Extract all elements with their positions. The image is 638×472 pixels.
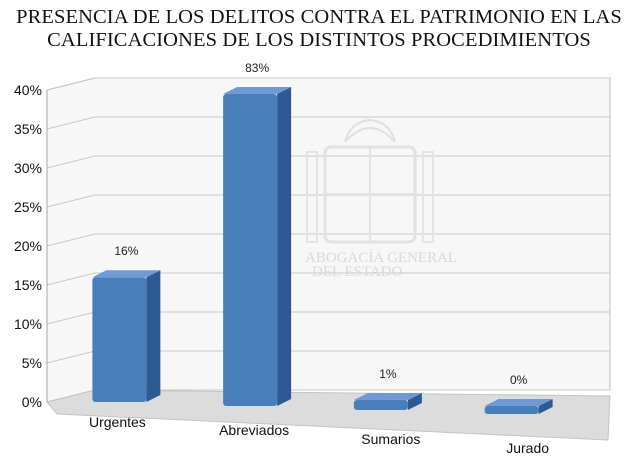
y-tick-label: 10% [14,316,42,332]
gridline [46,194,610,208]
data-label: 0% [510,373,528,387]
watermark-text-line-2: DEL ESTADO [312,264,402,280]
data-label: 83% [245,61,269,75]
bar-urgentes [92,270,161,402]
y-tick-label: 15% [14,277,42,293]
bar-side [146,270,161,402]
watermark-seal: ABOGACÍA GENERAL DEL ESTADO [305,118,457,280]
category-label: Urgentes [89,414,146,430]
floor-plane [46,389,611,441]
y-tick-label: 40% [14,82,42,98]
bar-top [92,270,161,278]
y-tick-label: 20% [14,238,42,254]
bar-front [92,277,147,402]
y-tick-label: 30% [14,160,42,176]
bar-front [223,94,278,406]
chart-title-line-1: PRESENCIA DE LOS DELITOS CONTRA EL PATRI… [16,6,622,28]
bar-sumarios [353,393,422,410]
bar-abreviados [223,87,292,406]
watermark-text-line-1: ABOGACÍA GENERAL [305,249,457,266]
bar-side [407,393,422,410]
bar-top [353,393,422,400]
bar-side [538,399,553,414]
bar-side [277,87,292,406]
coat-of-arms-icon [306,118,434,244]
gridline [46,116,610,130]
y-tick-label: 35% [14,121,42,137]
data-labels: 16% 83% 1% 0% [114,61,527,387]
y-tick-label: 5% [22,355,42,371]
data-label: 16% [114,244,138,258]
gridline [46,155,610,169]
x-axis-categories: Urgentes Abreviados Sumarios Jurado [89,414,549,456]
data-label: 1% [379,367,397,381]
bar-top [484,399,553,406]
category-label: Abreviados [219,422,289,438]
bar-top [223,87,292,94]
bar-front [353,400,408,410]
chart-title-line-2: CALIFICACIONES DE LOS DISTINTOS PROCEDIM… [47,29,591,51]
bar-front [484,406,539,414]
bar-jurado [484,399,553,414]
chart-title: PRESENCIA DE LOS DELITOS CONTRA EL PATRI… [0,6,638,52]
chart-floor [46,389,611,441]
category-label: Jurado [506,440,549,456]
y-tick-label: 0% [22,394,42,410]
gridline [46,272,610,286]
gridline [46,233,610,247]
bar-series [92,87,553,414]
y-tick-label: 25% [14,199,42,215]
gridline [46,77,610,91]
category-label: Sumarios [361,431,420,447]
y-axis: 0% 5% 10% 15% 20% 25% 30% 35% 40% [14,82,48,410]
